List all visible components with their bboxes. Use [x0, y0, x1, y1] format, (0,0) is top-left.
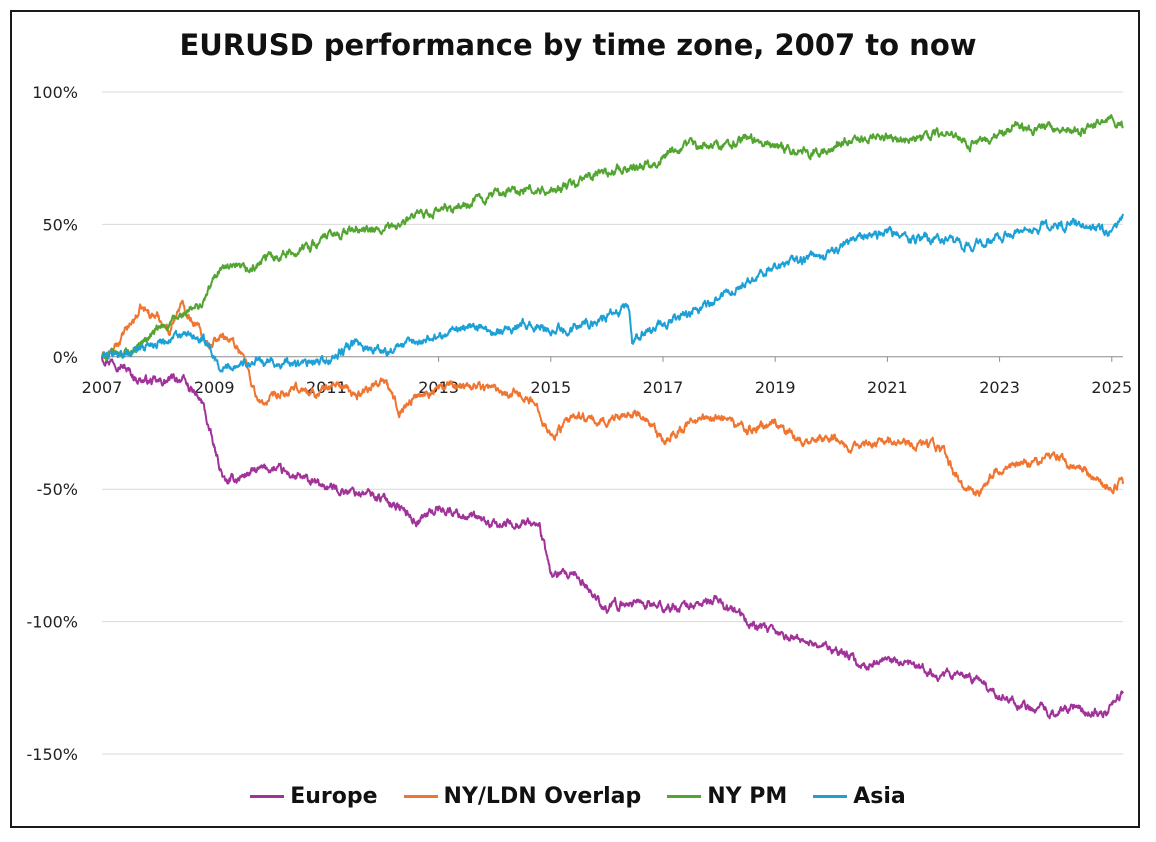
legend-label: NY PM	[707, 784, 788, 809]
legend-item: Asia	[813, 784, 906, 809]
chart-title: EURUSD performance by time zone, 2007 to…	[179, 28, 977, 62]
legend-item: NY/LDN Overlap	[403, 784, 642, 809]
y-tick-label: 50%	[42, 215, 78, 234]
series-line-asia	[101, 213, 1124, 373]
legend-label: NY/LDN Overlap	[443, 784, 642, 809]
x-tick-label: 2019	[755, 378, 796, 397]
x-tick-label: 2021	[867, 378, 908, 397]
x-tick-label: 2007	[82, 378, 123, 397]
x-tick-label: 2009	[194, 378, 235, 397]
x-tick-label: 2017	[643, 378, 684, 397]
y-tick-label: -100%	[26, 613, 78, 632]
y-tick-label: -150%	[26, 745, 78, 764]
legend-swatch	[403, 795, 438, 798]
legend: Europe NY/LDN Overlap NY PM Asia	[0, 784, 1156, 809]
y-tick-label: -50%	[37, 480, 78, 499]
series-line-ny-ldn-overlap	[101, 299, 1124, 497]
legend-swatch	[250, 795, 285, 798]
y-tick-label: 0%	[53, 348, 78, 367]
series-line-ny-pm	[101, 114, 1124, 362]
y-axis-ticks: 100% 50% 0% -50% -100% -150%	[26, 83, 78, 764]
legend-item: NY PM	[667, 784, 787, 809]
x-tick-label: 2015	[530, 378, 571, 397]
legend-swatch	[667, 795, 702, 798]
y-tick-label: 100%	[32, 83, 78, 102]
series-line-europe	[101, 356, 1124, 720]
legend-swatch	[813, 795, 848, 798]
series-lines	[101, 114, 1124, 720]
legend-item: Europe	[250, 784, 378, 809]
x-tick-label: 2025	[1091, 378, 1132, 397]
gridlines	[102, 91, 1123, 755]
legend-label: Europe	[290, 784, 378, 809]
x-tick-label: 2023	[979, 378, 1020, 397]
legend-label: Asia	[853, 784, 906, 809]
x-axis: 2007 2009 2011 2013 2015 2017 2019 2021 2023 2025	[82, 356, 1132, 397]
